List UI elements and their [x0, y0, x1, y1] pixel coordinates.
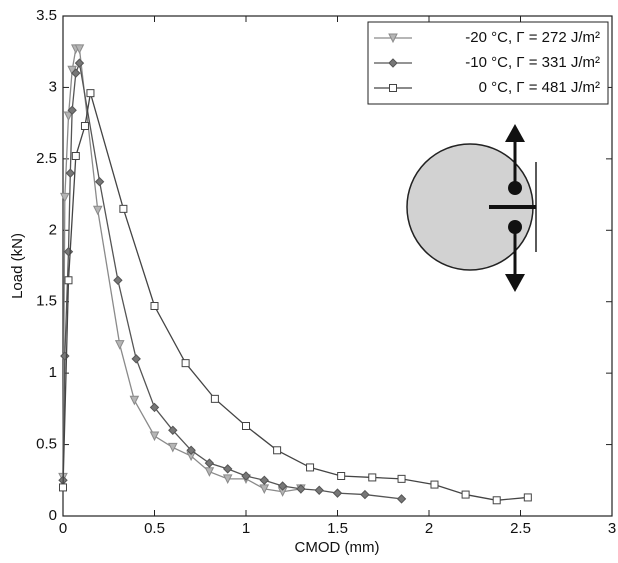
- legend-marker: [388, 33, 398, 44]
- data-point: [332, 488, 343, 498]
- data-point: [210, 394, 219, 403]
- data-point: [337, 472, 346, 480]
- legend: -20 °C, Γ = 272 J/m² -10 °C, Γ = 331 J/m²…: [367, 21, 609, 105]
- data-point: [129, 395, 140, 406]
- arrow-head: [505, 124, 525, 142]
- x-tick-label: 2: [425, 520, 433, 537]
- data-point: [65, 168, 76, 178]
- data-point: [222, 474, 233, 484]
- x-tick-label: 0.5: [144, 520, 165, 537]
- data-point: [114, 340, 125, 350]
- x-tick-label: 0: [59, 520, 67, 537]
- y-axis-label: Load (kN): [9, 233, 26, 299]
- data-point: [222, 464, 233, 474]
- data-point: [113, 275, 123, 285]
- data-point: [167, 442, 178, 453]
- data-point: [71, 152, 80, 160]
- data-point: [74, 44, 85, 54]
- data-point: [67, 105, 77, 115]
- data-point: [186, 445, 196, 455]
- y-tick-label: 0.5: [36, 436, 57, 453]
- data-point: [64, 276, 73, 285]
- y-tick-label: 1: [49, 364, 57, 381]
- data-point: [168, 425, 178, 435]
- data-point: [181, 359, 190, 368]
- data-point: [368, 473, 377, 482]
- data-point: [259, 475, 270, 485]
- data-point: [119, 204, 128, 213]
- data-point: [360, 489, 370, 500]
- data-point: [296, 484, 306, 494]
- data-point: [63, 247, 74, 257]
- data-point: [149, 402, 160, 413]
- data-point: [397, 474, 406, 483]
- data-point: [63, 111, 74, 122]
- data-point: [461, 490, 470, 499]
- data-point: [314, 485, 324, 495]
- series-line: [62, 48, 302, 493]
- y-tick-label: 1.5: [36, 293, 57, 310]
- data-point: [204, 458, 215, 468]
- x-axis-label: CMOD (mm): [295, 539, 380, 556]
- data-point: [492, 496, 501, 505]
- x-tick-label: 2.5: [510, 520, 531, 537]
- data-point: [430, 480, 439, 489]
- data-point: [277, 481, 288, 491]
- y-tick-label: 2.5: [36, 150, 57, 167]
- data-point: [241, 471, 251, 481]
- data-point: [92, 205, 103, 216]
- data-point: [131, 354, 141, 364]
- specimen-diagram: [406, 124, 537, 292]
- x-tick-label: 1.5: [327, 520, 348, 537]
- legend-marker: [388, 58, 398, 68]
- data-point: [86, 89, 95, 98]
- data-point: [60, 351, 70, 361]
- legend-label: 0 °C, Γ = 481 J/m²: [479, 79, 600, 96]
- data-point: [523, 493, 532, 502]
- legend-marker: [389, 84, 397, 92]
- data-point: [94, 177, 105, 187]
- arrow-head: [505, 274, 525, 292]
- y-tick-label: 2: [49, 221, 57, 238]
- data-point: [242, 422, 250, 430]
- y-tick-label: 3.5: [36, 7, 57, 24]
- y-tick-label: 3: [49, 78, 57, 95]
- data-point: [80, 122, 89, 130]
- legend-label: -20 °C, Γ = 272 J/m²: [465, 29, 600, 46]
- data-point: [149, 431, 160, 442]
- legend-label: -10 °C, Γ = 331 J/m²: [465, 54, 600, 71]
- series-line: [62, 60, 402, 500]
- data-point: [59, 483, 67, 492]
- data-point: [306, 463, 315, 472]
- y-tick-label: 0: [49, 507, 57, 524]
- x-tick-label: 1: [242, 520, 250, 537]
- data-point: [71, 68, 81, 78]
- data-point: [74, 58, 85, 68]
- data-point: [204, 467, 215, 477]
- data-point: [273, 446, 282, 455]
- data-point: [150, 302, 159, 310]
- data-point: [396, 494, 407, 504]
- x-tick-label: 3: [608, 520, 616, 537]
- data-point: [60, 192, 70, 203]
